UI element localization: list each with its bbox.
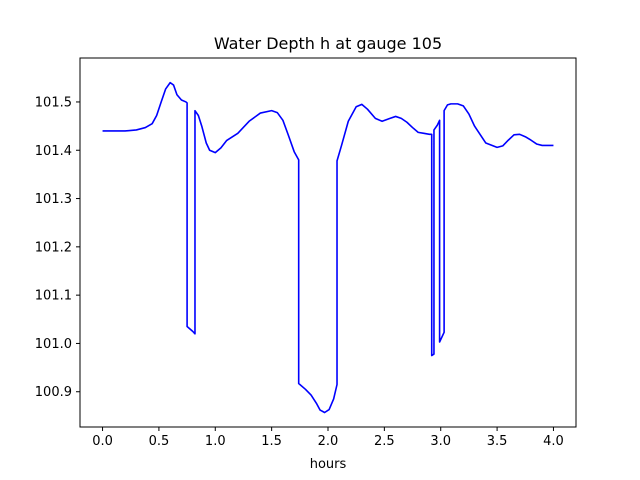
x-tick-label: 1.5 bbox=[261, 434, 282, 449]
plot-area bbox=[102, 81, 554, 414]
y-tick-label: 101.0 bbox=[35, 337, 72, 352]
series-line-0 bbox=[102, 81, 554, 414]
y-tick-label: 100.9 bbox=[35, 385, 72, 400]
x-tick-label: 4.0 bbox=[543, 434, 564, 449]
y-axis-ticks: 100.9 101.0 101.1 101.2 101.3 101.4 101.5 bbox=[35, 95, 80, 400]
plot-frame bbox=[79, 57, 577, 428]
y-tick-label: 101.5 bbox=[35, 95, 72, 110]
x-tick-label: 3.0 bbox=[430, 434, 451, 449]
y-tick-label: 101.2 bbox=[35, 240, 72, 255]
x-tick-label: 3.5 bbox=[487, 434, 508, 449]
y-tick-label: 101.4 bbox=[35, 144, 72, 159]
x-tick-label: 1.0 bbox=[205, 434, 226, 449]
x-axis-ticks: 0.0 0.5 1.0 1.5 2.0 2.5 3.0 3.5 4.0 bbox=[92, 427, 564, 449]
y-tick-label: 101.1 bbox=[35, 289, 72, 304]
chart-title: Water Depth h at gauge 105 bbox=[214, 34, 442, 53]
y-tick-label: 101.3 bbox=[35, 192, 72, 207]
x-tick-label: 0.5 bbox=[149, 434, 170, 449]
x-axis-label: hours bbox=[310, 457, 347, 472]
x-tick-label: 2.5 bbox=[374, 434, 395, 449]
x-tick-label: 2.0 bbox=[318, 434, 339, 449]
x-tick-label: 0.0 bbox=[92, 434, 113, 449]
